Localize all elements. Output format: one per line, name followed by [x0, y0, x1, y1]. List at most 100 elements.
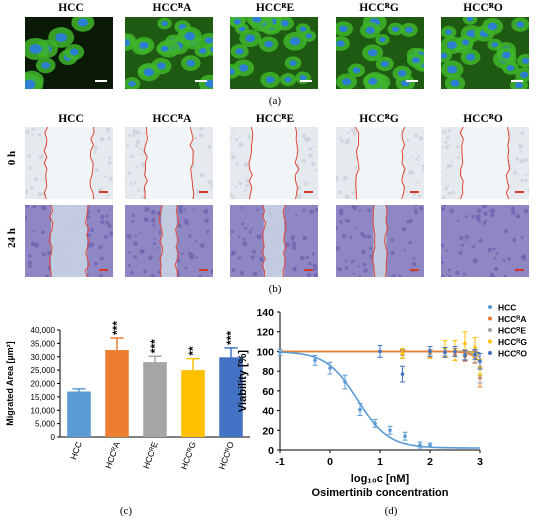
fluorescence-image	[25, 17, 113, 89]
data-point	[313, 358, 317, 363]
legend-label: HCCᴿA	[498, 314, 526, 324]
data-point	[388, 428, 392, 433]
panel-b-label-hccre: HCCᴿE	[255, 113, 295, 125]
x-axis-sublabel: Osimertinib concentration	[312, 487, 449, 499]
y-tick-label: 80	[262, 366, 274, 378]
fit-curve	[279, 351, 480, 449]
y-tick-label: 20	[262, 425, 274, 437]
scratch-image	[441, 127, 529, 199]
y-axis-label: Migrated Area [µm²]	[5, 341, 15, 425]
y-axis-label: Viability [%]	[237, 350, 249, 412]
panel-d-caption: (d)	[384, 505, 398, 517]
panel-a-caption: (a)	[268, 95, 282, 107]
panel-a-label-hccrg: HCCᴿG	[359, 2, 399, 14]
data-point	[343, 380, 347, 384]
x-axis-label: log₁₀c [nM]	[351, 473, 410, 485]
data-point	[403, 434, 407, 438]
scratch-image	[25, 127, 113, 199]
data-point	[418, 443, 422, 447]
bar-chart: 0 5,000 10,000 15,000 20,000 25,000 30,000 35,0…	[5, 321, 250, 471]
row-label-0h: 0 h	[6, 150, 18, 166]
y-tick-label: 5,000	[35, 420, 56, 429]
legend-label: HCCᴿG	[498, 337, 527, 347]
fluorescence-image	[441, 17, 529, 89]
y-tick-label: 20,000	[31, 380, 56, 389]
y-tick-label: 25,000	[31, 366, 56, 375]
y-tick-label: 0	[268, 445, 274, 457]
y-tick-label: 120	[256, 327, 274, 339]
scratch-image	[336, 205, 424, 277]
data-point	[400, 351, 405, 356]
significance-label: ***	[224, 331, 238, 345]
bar	[219, 357, 243, 437]
scratch-image	[25, 205, 113, 277]
category-label: HCCᴿE	[141, 440, 160, 470]
x-tick-label: 3	[477, 456, 483, 468]
significance-label: **	[186, 346, 200, 356]
y-tick-label: 40,000	[31, 326, 56, 335]
panel-b-label-hccro: HCCᴿO	[463, 113, 503, 125]
panel-b-label-hcc: HCC	[58, 113, 84, 125]
panel-b-label-hccra: HCCᴿA	[152, 113, 192, 125]
data-point	[463, 341, 467, 346]
y-tick-label: 10,000	[31, 406, 56, 415]
legend-marker	[488, 328, 492, 332]
significance-label: ***	[110, 321, 124, 335]
bar	[143, 362, 167, 437]
y-tick-label: 30,000	[31, 353, 56, 362]
y-tick-label: 0	[51, 433, 56, 442]
scratch-image	[230, 205, 318, 277]
scratch-image	[125, 127, 213, 199]
data-point	[428, 443, 432, 447]
fluorescence-image	[336, 17, 424, 89]
legend-marker	[488, 339, 492, 344]
x-tick-label: -1	[275, 456, 284, 468]
data-point	[278, 350, 282, 355]
data-point	[378, 349, 382, 354]
data-point	[473, 345, 477, 350]
significance-label: ***	[148, 339, 162, 353]
data-point	[373, 421, 377, 426]
data-point	[400, 372, 405, 376]
bar	[67, 391, 91, 437]
y-tick-label: 100	[256, 346, 274, 358]
scratch-image	[441, 205, 529, 277]
scratch-image	[230, 127, 318, 199]
category-label: HCCᴿG	[179, 440, 198, 471]
scratch-image	[336, 127, 424, 199]
panel-c-caption: (c)	[119, 505, 133, 517]
y-tick-label: 40	[262, 406, 274, 418]
row-label-24h: 24 h	[6, 228, 18, 248]
legend-label: HCCᴿE	[498, 326, 526, 336]
bar	[105, 350, 129, 437]
data-point	[478, 359, 482, 364]
legend-label: HCC	[498, 303, 516, 313]
y-tick-label: 35,000	[31, 339, 56, 348]
data-point	[428, 349, 432, 354]
data-point	[473, 352, 477, 357]
bar	[181, 370, 205, 437]
scratch-image	[125, 205, 213, 277]
panel-a-label-hccre: HCCᴿE	[255, 2, 295, 14]
x-tick-label: 1	[377, 456, 383, 468]
x-tick-label: 2	[427, 456, 433, 468]
legend-marker	[488, 316, 492, 321]
panel-a-label-hccra: HCCᴿA	[152, 2, 192, 14]
legend-label: HCCᴿO	[498, 349, 527, 359]
data-point	[453, 349, 457, 354]
panel-b-caption: (b)	[268, 283, 282, 295]
category-label: HCCᴿA	[103, 440, 122, 470]
legend-marker	[488, 351, 492, 355]
data-point	[463, 353, 467, 358]
y-tick-label: 140	[256, 307, 274, 319]
y-tick-label: 15,000	[31, 393, 56, 402]
panel-a-label-hccro: HCCᴿO	[463, 2, 503, 14]
panel-a-label-hcc: HCC	[58, 2, 84, 14]
category-label: HCC	[68, 440, 84, 461]
data-point	[328, 366, 332, 370]
legend-marker	[488, 305, 492, 309]
panel-b-label-hccrg: HCCᴿG	[359, 113, 399, 125]
data-point	[443, 350, 447, 355]
y-tick-label: 60	[262, 386, 274, 398]
